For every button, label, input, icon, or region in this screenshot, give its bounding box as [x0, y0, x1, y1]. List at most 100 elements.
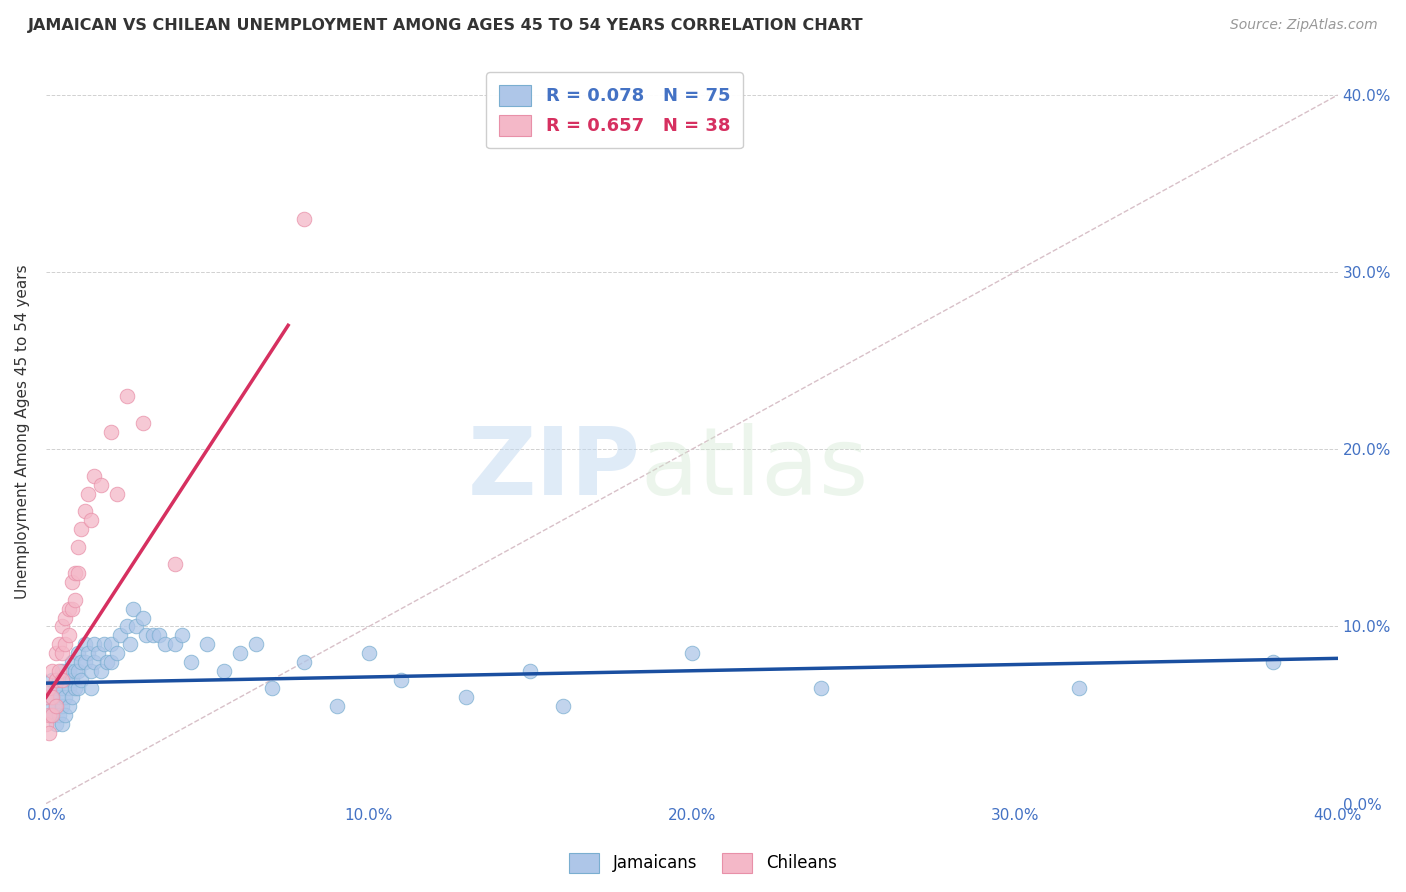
Point [141, 628, 163, 642]
Point [105, 486, 128, 500]
Point [132, 610, 155, 624]
Point [77, 486, 100, 500]
Point [58, 664, 80, 678]
Text: JAMAICAN VS CHILEAN UNEMPLOYMENT AMONG AGES 45 TO 54 YEARS CORRELATION CHART: JAMAICAN VS CHILEAN UNEMPLOYMENT AMONG A… [28, 18, 863, 33]
Point [60, 601, 83, 615]
Point [155, 637, 177, 651]
Point [105, 646, 128, 660]
Point [80, 681, 103, 696]
Point [51, 673, 73, 687]
Point [260, 681, 283, 696]
Point [115, 389, 138, 403]
Point [73, 504, 96, 518]
Point [58, 699, 80, 714]
Point [115, 619, 138, 633]
Point [197, 637, 219, 651]
Point [122, 601, 145, 615]
Point [45, 673, 67, 687]
Point [83, 469, 105, 483]
Point [38, 725, 60, 739]
Point [51, 717, 73, 731]
Point [48, 708, 70, 723]
Point [38, 681, 60, 696]
Point [63, 664, 86, 678]
Point [48, 690, 70, 705]
Point [51, 699, 73, 714]
Point [60, 673, 83, 687]
Text: ZIP: ZIP [467, 423, 640, 515]
Point [41, 708, 63, 723]
Point [70, 673, 93, 687]
Point [180, 655, 202, 669]
Legend: Jamaicans, Chileans: Jamaicans, Chileans [562, 847, 844, 880]
Point [73, 637, 96, 651]
Text: Source: ZipAtlas.com: Source: ZipAtlas.com [1230, 18, 1378, 32]
Point [228, 646, 250, 660]
Point [681, 646, 703, 660]
Point [63, 681, 86, 696]
Point [60, 655, 83, 669]
Point [96, 655, 118, 669]
Point [45, 699, 67, 714]
Point [53, 610, 76, 624]
Point [45, 717, 67, 731]
Point [45, 699, 67, 714]
Point [58, 681, 80, 696]
Point [51, 681, 73, 696]
Point [90, 477, 112, 491]
Point [125, 619, 148, 633]
Point [100, 425, 122, 439]
Point [45, 646, 67, 660]
Point [132, 416, 155, 430]
Point [67, 646, 90, 660]
Point [48, 673, 70, 687]
Point [38, 708, 60, 723]
Y-axis label: Unemployment Among Ages 45 to 54 years: Unemployment Among Ages 45 to 54 years [15, 264, 30, 599]
Point [86, 646, 108, 660]
Point [45, 681, 67, 696]
Point [35, 690, 58, 705]
Point [810, 681, 832, 696]
Point [292, 212, 315, 227]
Point [53, 690, 76, 705]
Point [53, 708, 76, 723]
Point [100, 655, 122, 669]
Point [58, 628, 80, 642]
Point [60, 575, 83, 590]
Point [90, 664, 112, 678]
Point [325, 699, 347, 714]
Point [38, 699, 60, 714]
Point [35, 690, 58, 705]
Point [245, 637, 267, 651]
Point [165, 558, 187, 572]
Point [48, 637, 70, 651]
Point [83, 637, 105, 651]
Point [67, 566, 90, 581]
Point [41, 690, 63, 705]
Point [389, 673, 412, 687]
Point [357, 646, 380, 660]
Point [58, 601, 80, 615]
Point [63, 566, 86, 581]
Point [118, 637, 141, 651]
Point [51, 619, 73, 633]
Point [67, 540, 90, 554]
Point [165, 637, 187, 651]
Point [212, 664, 235, 678]
Point [53, 673, 76, 687]
Point [53, 637, 76, 651]
Point [41, 664, 63, 678]
Point [77, 646, 100, 660]
Point [551, 699, 574, 714]
Point [63, 593, 86, 607]
Point [67, 664, 90, 678]
Point [1069, 681, 1091, 696]
Point [41, 673, 63, 687]
Point [41, 690, 63, 705]
Point [292, 655, 315, 669]
Point [67, 681, 90, 696]
Point [170, 628, 193, 642]
Point [73, 655, 96, 669]
Point [93, 637, 115, 651]
Point [38, 681, 60, 696]
